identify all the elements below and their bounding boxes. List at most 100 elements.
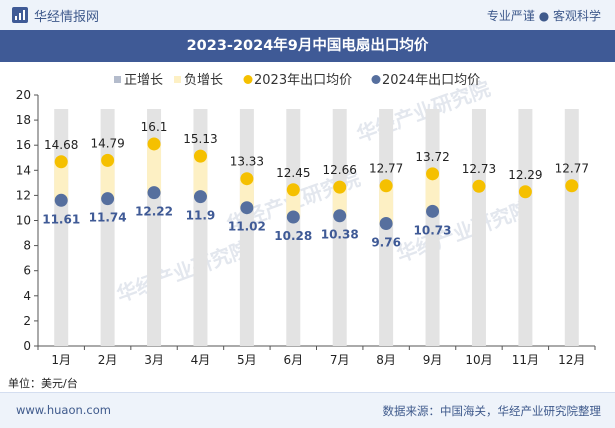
x-tick-label: 11月 — [512, 353, 539, 367]
month-column — [518, 109, 533, 346]
label-2023: 12.77 — [369, 162, 403, 176]
header-bar: 华经情报网 专业严谨 ● 客观科学 — [0, 0, 615, 31]
point-2023 — [101, 153, 115, 167]
change-band — [332, 187, 347, 216]
legend-label: 正增长 — [124, 73, 163, 88]
point-2024 — [101, 192, 115, 206]
label-2024: 12.22 — [135, 205, 173, 219]
month-column — [332, 109, 347, 346]
x-tick-label: 5月 — [237, 353, 257, 367]
x-tick-label: 3月 — [144, 353, 164, 367]
label-2024: 9.76 — [371, 236, 401, 250]
month-column — [564, 109, 579, 346]
change-band — [425, 173, 440, 212]
label-2023: 13.33 — [230, 155, 264, 169]
change-band — [239, 178, 254, 208]
label-2024: 10.28 — [274, 229, 312, 243]
data-points: 14.68 14.79 16.1 15.13 13.33 12.45 12.66 12.77 1… — [42, 120, 589, 250]
label-2023: 12.45 — [276, 166, 310, 180]
month-column — [286, 109, 301, 346]
site-url[interactable]: www.huaon.com — [16, 403, 111, 417]
x-tick-label: 1月 — [51, 353, 71, 367]
change-band — [147, 143, 162, 193]
brand-tagline: 专业严谨 ● 客观科学 — [486, 9, 601, 23]
y-tick-label: 6 — [23, 264, 31, 278]
point-2023 — [426, 167, 440, 181]
y-tick-label: 0 — [23, 339, 31, 353]
month-column — [239, 109, 254, 346]
change-band — [100, 160, 115, 199]
label-2023: 13.72 — [415, 150, 449, 164]
point-2023 — [54, 155, 68, 169]
point-2023 — [518, 185, 532, 199]
x-tick-label: 6月 — [283, 353, 303, 367]
y-tick-label: 18 — [16, 113, 31, 127]
x-tick-label: 10月 — [465, 353, 492, 367]
point-2024 — [54, 193, 68, 207]
y-tick-label: 8 — [23, 239, 31, 253]
point-2023 — [565, 179, 579, 193]
chart-title: 2023-2024年9月中国电扇出口均价 — [0, 30, 615, 62]
x-tick-label: 8月 — [376, 353, 396, 367]
point-2023 — [193, 149, 207, 163]
label-2023: 14.68 — [44, 138, 78, 152]
y-tick-label: 10 — [16, 214, 31, 228]
y-tick-label: 16 — [16, 138, 31, 152]
label-2024: 11.61 — [42, 212, 80, 226]
chart-legend: 正增长 负增长 2023年出口均价 2024年出口均价 — [114, 73, 480, 88]
change-band — [286, 189, 301, 217]
label-2024: 11.9 — [186, 209, 216, 223]
point-2024 — [193, 190, 207, 204]
x-axis: 1月 2月 3月 4月 5月 6月 7月 8月 9月 10月 11月 12月 — [37, 345, 596, 367]
y-tick-label: 20 — [16, 88, 31, 102]
y-tick-label: 4 — [23, 289, 31, 303]
point-2023 — [333, 180, 347, 194]
label-2023: 14.79 — [90, 136, 124, 150]
point-2023 — [286, 183, 300, 197]
label-2024: 11.74 — [89, 211, 127, 225]
point-2023 — [147, 137, 161, 151]
label-2023: 16.1 — [141, 120, 168, 134]
legend-swatch — [174, 76, 181, 83]
x-tick-label: 7月 — [330, 353, 350, 367]
month-column — [425, 109, 440, 346]
data-source: 数据来源：中国海关，华经产业研究院整理 — [382, 404, 602, 418]
label-2024: 10.38 — [321, 228, 359, 242]
point-2024 — [379, 217, 393, 231]
legend-swatch — [114, 76, 121, 83]
label-2023: 15.13 — [183, 132, 217, 146]
point-2023 — [472, 179, 486, 193]
point-2023 — [240, 172, 254, 186]
point-2024 — [147, 186, 161, 200]
point-2024 — [426, 204, 440, 218]
x-tick-label: 9月 — [423, 353, 443, 367]
change-band — [379, 185, 394, 224]
unit-label: 单位：美元/台 — [8, 377, 78, 390]
y-axis: 0 2 4 6 8 10 12 14 16 18 20 — [16, 88, 39, 353]
point-2024 — [286, 210, 300, 224]
chart-area: 华经产业研究院华经产业研究院华经产业研究院华经产业研究院 正增长 负增长 2023年… — [16, 73, 596, 367]
y-tick-label: 2 — [23, 314, 31, 328]
change-band — [54, 161, 69, 201]
point-2024 — [333, 209, 347, 223]
legend-label: 负增长 — [184, 73, 223, 88]
label-2023: 12.66 — [323, 163, 357, 177]
legend-label: 2024年出口均价 — [382, 73, 480, 88]
x-tick-label: 12月 — [558, 353, 585, 367]
label-2023: 12.73 — [462, 162, 496, 176]
brand-name[interactable]: 华经情报网 — [34, 10, 100, 25]
y-tick-label: 12 — [16, 188, 31, 202]
watermark-text: 华经产业研究院 — [114, 236, 254, 306]
point-2023 — [379, 179, 393, 193]
x-tick-label: 4月 — [191, 353, 211, 367]
legend-label: 2023年出口均价 — [254, 73, 352, 88]
footer-bar: www.huaon.com 数据来源：中国海关，华经产业研究院整理 — [0, 392, 615, 428]
point-2024 — [240, 201, 254, 215]
month-column — [471, 109, 486, 346]
label-2023: 12.77 — [555, 162, 589, 176]
y-tick-label: 14 — [16, 163, 31, 177]
label-2024: 10.73 — [414, 223, 452, 237]
legend-marker — [243, 75, 253, 84]
change-band — [193, 156, 208, 197]
x-tick-label: 2月 — [98, 353, 118, 367]
